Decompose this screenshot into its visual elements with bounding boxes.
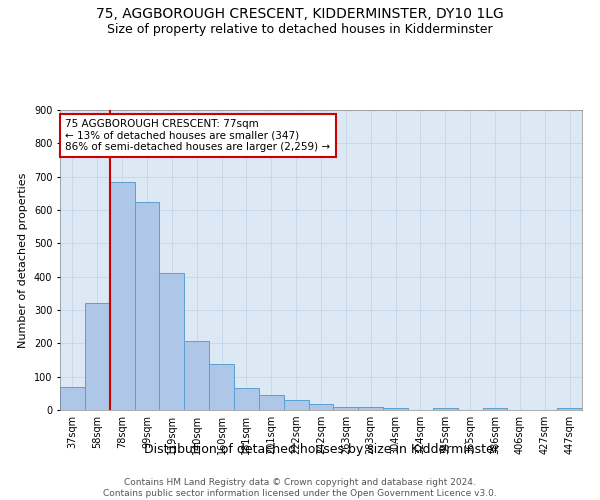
Bar (259, 395, 284, 410)
Text: 75 AGGBOROUGH CRESCENT: 77sqm
← 13% of detached houses are smaller (347)
86% of : 75 AGGBOROUGH CRESCENT: 77sqm ← 13% of d… (65, 119, 331, 152)
Bar (334, 406, 358, 410)
Bar (308, 404, 334, 410)
Text: Size of property relative to detached houses in Kidderminster: Size of property relative to detached ho… (107, 22, 493, 36)
Bar (433, 408, 458, 410)
Y-axis label: Number of detached properties: Number of detached properties (19, 172, 28, 348)
Bar (60, 386, 85, 410)
Bar (160, 274, 184, 410)
Bar (85, 304, 110, 410)
Bar (234, 388, 259, 410)
Bar (358, 406, 383, 410)
Text: Distribution of detached houses by size in Kidderminster: Distribution of detached houses by size … (143, 442, 499, 456)
Bar (184, 341, 209, 410)
Bar (557, 408, 582, 410)
Bar (284, 400, 308, 410)
Bar (110, 182, 134, 410)
Text: Contains HM Land Registry data © Crown copyright and database right 2024.
Contai: Contains HM Land Registry data © Crown c… (103, 478, 497, 498)
Text: 75, AGGBOROUGH CRESCENT, KIDDERMINSTER, DY10 1LG: 75, AGGBOROUGH CRESCENT, KIDDERMINSTER, … (96, 8, 504, 22)
Bar (383, 408, 408, 410)
Bar (134, 202, 160, 410)
Bar (209, 364, 234, 410)
Bar (482, 408, 508, 410)
